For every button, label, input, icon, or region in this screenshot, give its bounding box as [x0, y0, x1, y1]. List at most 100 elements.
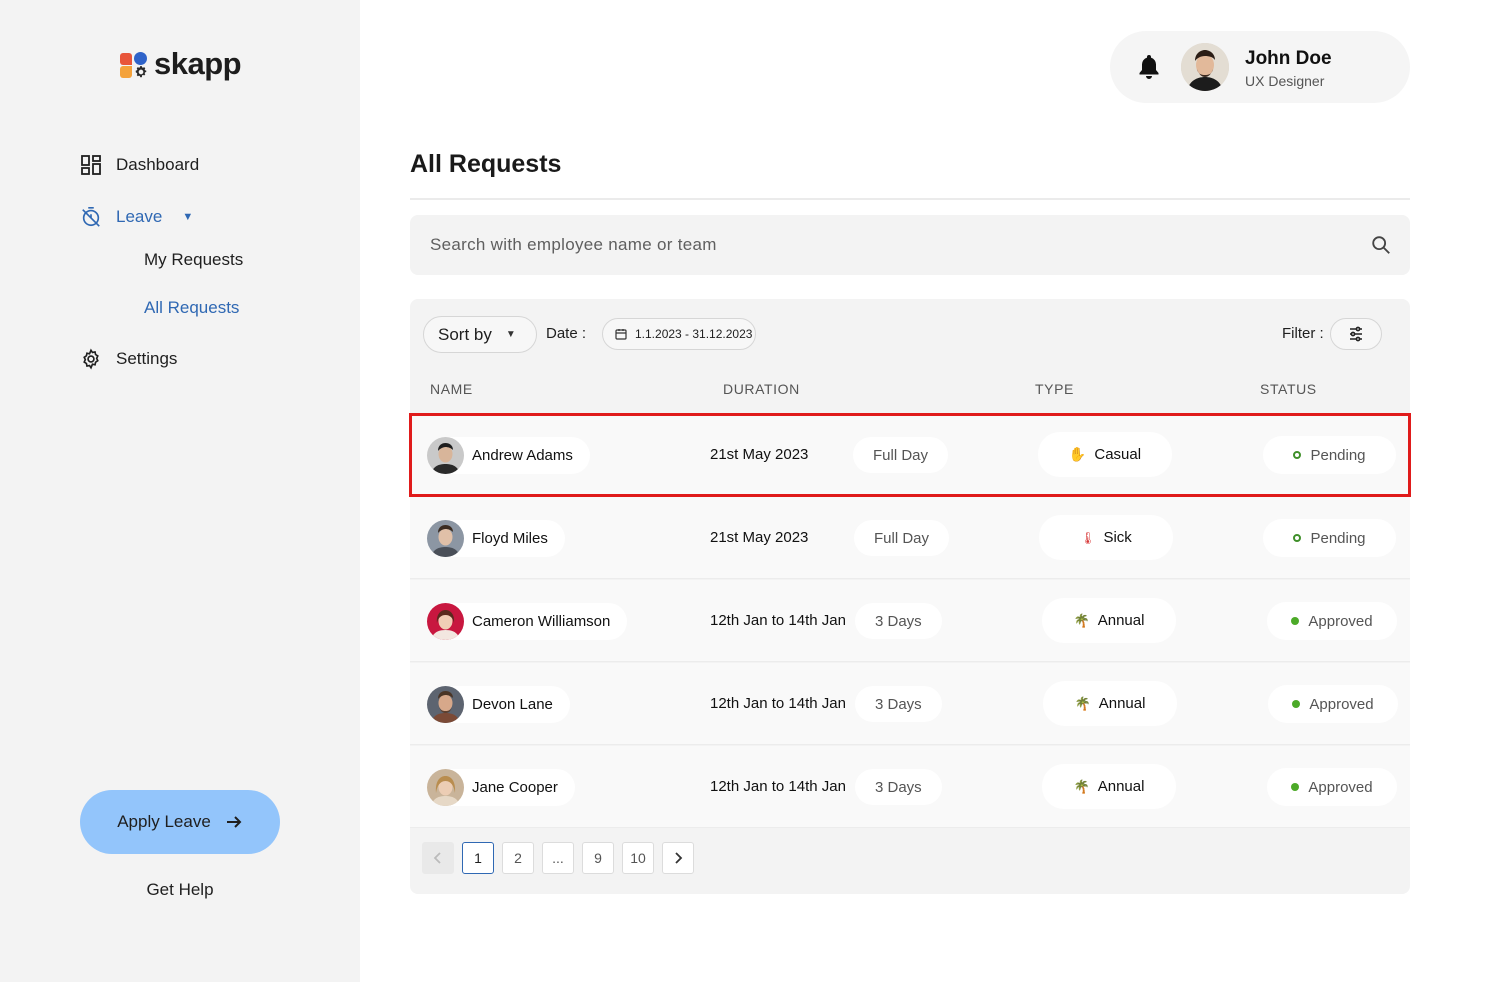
leave-length: 3 Days — [855, 769, 942, 805]
date-range-value: 1.1.2023 - 31.12.2023 — [635, 327, 753, 341]
leave-type-label: Annual — [1098, 695, 1146, 712]
employee-name: Floyd Miles — [472, 530, 548, 547]
table-row[interactable]: Floyd Miles 21st May 2023 Full Day 🌡 Sic… — [410, 497, 1410, 579]
sliders-icon — [1350, 326, 1362, 342]
employee-name: Cameron Williamson — [472, 613, 611, 630]
sidebar-item-label: Dashboard — [116, 155, 200, 174]
employee-name: Andrew Adams — [472, 447, 573, 464]
employee-chip: Floyd Miles — [427, 520, 565, 557]
sidebar-item-dashboard[interactable]: Dashboard — [80, 154, 199, 176]
page-button[interactable]: 9 — [582, 842, 614, 874]
leave-type-chip: 🌡 Sick — [1039, 515, 1173, 560]
get-help-link[interactable]: Get Help — [146, 880, 214, 899]
next-page-button[interactable] — [662, 842, 694, 874]
leave-type-label: Casual — [1094, 446, 1142, 463]
requests-table: Sort by ▼ Date : 1.1.2023 - 31.12.2023 F… — [409, 299, 1411, 894]
sidebar: skapp Dashboard Leave ▼ My Requests All … — [0, 0, 360, 982]
status-badge: Approved — [1268, 685, 1398, 723]
notification-bell-icon[interactable] — [1137, 54, 1161, 80]
avatar — [427, 603, 464, 640]
chevron-down-icon: ▼ — [182, 211, 194, 223]
sidebar-item-leave[interactable]: Leave ▼ — [80, 206, 193, 228]
page-button[interactable]: 1 — [462, 842, 494, 874]
status-badge: Pending — [1263, 436, 1396, 474]
palm-tree-icon: 🌴 — [1073, 778, 1090, 794]
column-header-status[interactable]: STATUS — [1260, 381, 1317, 397]
filter-label: Filter : — [1282, 325, 1324, 342]
leave-length: 3 Days — [855, 686, 942, 722]
employee-name: Devon Lane — [472, 696, 553, 713]
user-name: John Doe — [1245, 48, 1332, 69]
leave-date: 21st May 2023 — [710, 446, 809, 463]
leave-type-label: Annual — [1097, 778, 1145, 795]
chevron-left-icon — [433, 852, 441, 864]
employee-name: Jane Cooper — [472, 779, 558, 796]
page-ellipsis[interactable]: ... — [542, 842, 574, 874]
status-dot-icon — [1293, 451, 1302, 459]
palm-tree-icon: 🌴 — [1074, 695, 1091, 711]
status-dot-icon — [1291, 783, 1300, 791]
leave-type-chip: 🌴 Annual — [1042, 598, 1176, 643]
column-header-duration[interactable]: DURATION — [723, 381, 800, 397]
avatar — [427, 520, 464, 557]
apply-leave-button[interactable]: Apply Leave — [80, 790, 280, 854]
avatar — [427, 686, 464, 723]
gear-icon — [80, 348, 102, 370]
timer-off-icon — [80, 206, 102, 228]
search-bar — [410, 215, 1410, 275]
page-button[interactable]: 2 — [502, 842, 534, 874]
search-input[interactable] — [430, 230, 1350, 260]
date-range-picker[interactable]: 1.1.2023 - 31.12.2023 — [602, 318, 756, 350]
caret-down-icon: ▼ — [505, 329, 516, 340]
thermometer-icon: 🌡 — [1080, 530, 1096, 545]
leave-length: Full Day — [853, 437, 949, 473]
status-badge: Approved — [1267, 768, 1397, 806]
employee-chip: Cameron Williamson — [427, 603, 628, 640]
table-row[interactable]: Jane Cooper 12th Jan to 14th Jan 3 Days … — [410, 746, 1410, 828]
date-label: Date : — [546, 325, 587, 342]
avatar — [427, 437, 464, 474]
sidebar-item-label: Leave — [116, 207, 163, 226]
status-dot-icon — [1292, 700, 1301, 708]
avatar[interactable] — [1181, 43, 1229, 91]
divider — [410, 198, 1410, 200]
leave-date: 12th Jan to 14th Jan — [710, 695, 846, 712]
status-label: Pending — [1310, 446, 1366, 464]
prev-page-button[interactable] — [422, 842, 454, 874]
chevron-right-icon — [675, 852, 683, 864]
leave-type-chip: 🌴 Annual — [1042, 764, 1176, 809]
filter-button[interactable] — [1330, 318, 1382, 350]
employee-chip: Andrew Adams — [427, 437, 590, 474]
leave-type-chip: 🌴 Annual — [1043, 681, 1177, 726]
table-row[interactable]: Cameron Williamson 12th Jan to 14th Jan … — [410, 580, 1410, 662]
employee-chip: Jane Cooper — [427, 769, 575, 806]
table-row[interactable]: Andrew Adams 21st May 2023 Full Day ✋ Ca… — [409, 413, 1411, 497]
calendar-icon — [615, 329, 627, 340]
sidebar-item-my-requests[interactable]: My Requests — [144, 250, 244, 269]
table-row[interactable]: Devon Lane 12th Jan to 14th Jan 3 Days 🌴… — [410, 663, 1410, 745]
page-button[interactable]: 10 — [622, 842, 654, 874]
status-label: Approved — [1308, 612, 1373, 630]
sort-by-dropdown[interactable]: Sort by ▼ — [423, 316, 537, 353]
logo-mark-icon — [120, 49, 150, 79]
sort-by-label: Sort by — [438, 324, 492, 344]
app-logo[interactable]: skapp — [120, 46, 242, 82]
search-icon[interactable] — [1370, 234, 1392, 256]
column-header-type[interactable]: TYPE — [1035, 381, 1074, 397]
leave-length: 3 Days — [855, 603, 942, 639]
leave-type-chip: ✋ Casual — [1038, 432, 1172, 477]
column-header-name[interactable]: NAME — [430, 381, 473, 397]
leave-date: 12th Jan to 14th Jan — [710, 778, 846, 795]
logo-text: skapp — [154, 46, 242, 81]
status-badge: Pending — [1263, 519, 1396, 557]
status-label: Pending — [1310, 529, 1366, 547]
leave-type-label: Sick — [1103, 529, 1132, 546]
arrow-right-icon — [226, 816, 242, 828]
avatar — [427, 769, 464, 806]
status-label: Approved — [1308, 778, 1373, 796]
leave-date: 12th Jan to 14th Jan — [710, 612, 846, 629]
sidebar-item-settings[interactable]: Settings — [80, 348, 177, 370]
status-dot-icon — [1293, 534, 1302, 542]
sidebar-item-all-requests[interactable]: All Requests — [144, 298, 240, 317]
status-badge: Approved — [1267, 602, 1397, 640]
